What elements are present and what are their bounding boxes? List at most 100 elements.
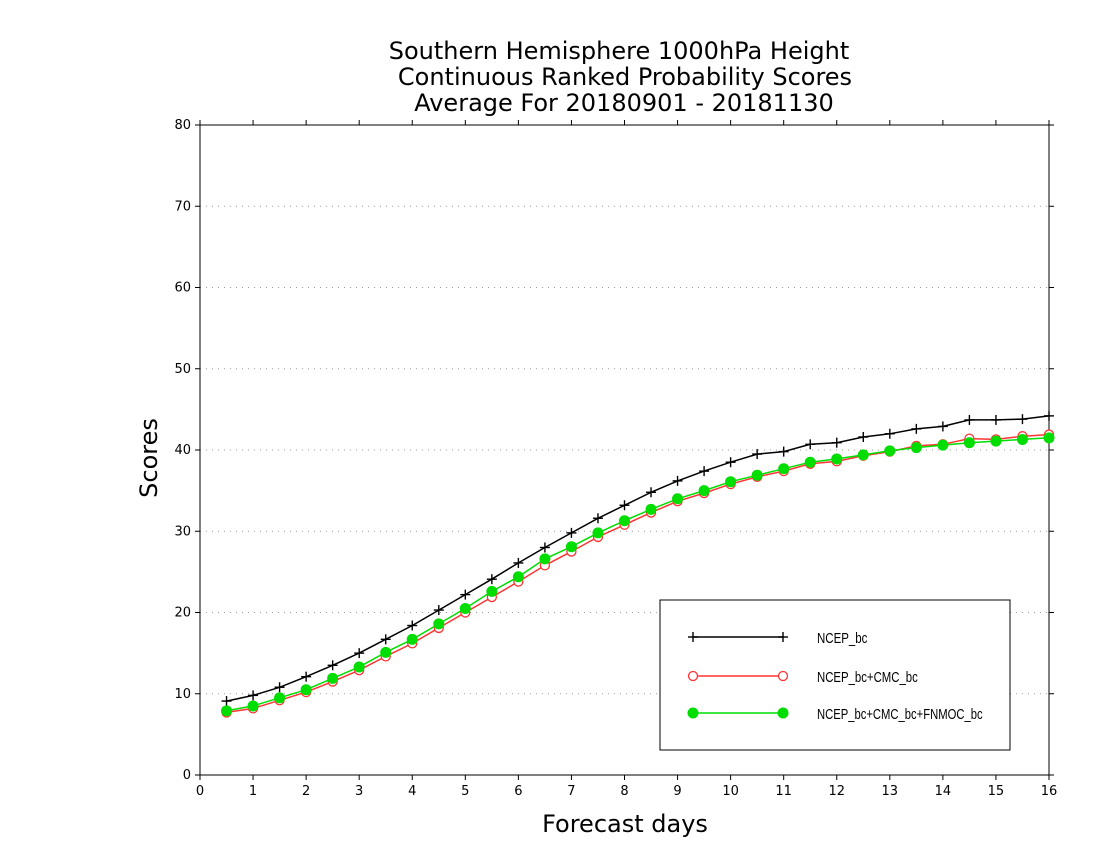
- x-tick-label: 10: [722, 784, 739, 799]
- legend-marker: [777, 670, 789, 682]
- x-axis-label: Forecast days: [542, 810, 708, 838]
- x-tick-label: 3: [355, 784, 363, 799]
- data-point: [1017, 414, 1028, 425]
- data-point: [990, 414, 1001, 425]
- x-tick-label: 5: [461, 784, 469, 799]
- legend: NCEP_bc NCEP_bc+CMC_bc NCEP_bc+CMC_bc+FNMO…: [659, 599, 1011, 751]
- data-point: [964, 414, 975, 425]
- chart-title-line-2: Continuous Ranked Probability Scores: [398, 63, 852, 91]
- data-point: [725, 457, 736, 468]
- data-point: [672, 475, 683, 486]
- data-point: [592, 527, 604, 539]
- data-point: [937, 439, 949, 451]
- data-point: [1016, 433, 1028, 445]
- chart-title: Southern Hemisphere 1000hPa Height Conti…: [389, 37, 852, 117]
- data-point: [565, 541, 577, 553]
- y-axis-label: Scores: [135, 418, 163, 498]
- data-point: [221, 705, 233, 717]
- legend-entry: NCEP_bc: [688, 630, 868, 647]
- legend-marker: [687, 670, 699, 682]
- data-point: [301, 671, 312, 682]
- data-point: [963, 437, 975, 449]
- legend-entry: NCEP_bc+CMC_bc: [687, 669, 918, 686]
- y-tick-label: 70: [174, 199, 191, 214]
- data-point: [804, 456, 816, 468]
- data-point: [274, 692, 286, 704]
- legend-marker: [778, 632, 788, 642]
- x-tick-label: 9: [673, 784, 681, 799]
- x-tick-label: 12: [828, 784, 845, 799]
- x-tick-label: 2: [302, 784, 310, 799]
- data-point: [460, 589, 471, 600]
- data-point: [459, 602, 471, 614]
- data-point: [433, 618, 445, 630]
- data-point: [778, 463, 790, 475]
- series-lines: [221, 410, 1055, 718]
- data-point: [513, 557, 524, 568]
- y-tick-label: 30: [174, 524, 191, 539]
- data-point: [327, 672, 339, 684]
- legend-label: NCEP_bc+CMC_bc: [817, 669, 918, 686]
- data-point: [221, 696, 232, 707]
- data-point: [300, 684, 312, 696]
- data-point: [831, 437, 842, 448]
- chart-title-line-3: Average For 20180901 - 20181130: [414, 89, 834, 117]
- y-tick-label: 80: [174, 118, 191, 133]
- x-tick-label: 15: [988, 784, 1005, 799]
- legend-marker: [687, 707, 699, 719]
- data-point: [725, 476, 737, 488]
- data-point: [805, 439, 816, 450]
- legend-box: [659, 599, 1011, 751]
- data-point: [380, 634, 391, 645]
- x-tick-label: 7: [567, 784, 575, 799]
- data-point: [910, 442, 922, 454]
- y-tick-label: 20: [174, 606, 191, 621]
- series-line: [226, 415, 1050, 702]
- data-point: [539, 542, 550, 553]
- x-tick-label: 8: [620, 784, 628, 799]
- x-tick-label: 0: [196, 784, 204, 799]
- data-point: [831, 453, 843, 465]
- data-point: [884, 445, 896, 457]
- data-point: [619, 500, 630, 511]
- data-point: [699, 466, 710, 477]
- series-3: [221, 432, 1055, 717]
- x-tick-label: 11: [775, 784, 792, 799]
- data-point: [857, 449, 869, 461]
- data-point: [752, 449, 763, 460]
- legend-label: NCEP_bc: [817, 630, 868, 647]
- y-tick-label: 50: [174, 362, 191, 377]
- data-point: [778, 446, 789, 457]
- x-tick-label: 13: [882, 784, 899, 799]
- data-point: [407, 620, 418, 631]
- data-point: [353, 661, 365, 673]
- legend-label: NCEP_bc+CMC_bc+FNMOC_bc: [817, 706, 983, 723]
- data-point: [990, 435, 1002, 447]
- data-point: [406, 633, 418, 645]
- legend-marker: [777, 707, 789, 719]
- data-point: [1043, 432, 1055, 444]
- data-point: [539, 553, 551, 565]
- x-tick-label: 4: [408, 784, 416, 799]
- data-point: [884, 428, 895, 439]
- data-point: [937, 421, 948, 432]
- data-point: [592, 513, 603, 524]
- data-point: [619, 515, 630, 527]
- data-point: [672, 493, 684, 505]
- x-tick-label: 6: [514, 784, 522, 799]
- data-point: [354, 648, 365, 659]
- legend-entry: NCEP_bc+CMC_bc+FNMOC_bc: [687, 706, 983, 723]
- x-tick-label: 14: [935, 784, 952, 799]
- y-tick-label: 0: [183, 768, 191, 783]
- data-point: [698, 485, 710, 497]
- data-point: [486, 574, 497, 585]
- y-tick-label: 10: [174, 687, 191, 702]
- data-point: [911, 423, 922, 434]
- data-point: [380, 646, 392, 658]
- data-point: [247, 700, 259, 712]
- data-point: [486, 585, 498, 597]
- data-point: [566, 527, 577, 538]
- legend-marker: [688, 632, 698, 642]
- data-point: [751, 469, 763, 481]
